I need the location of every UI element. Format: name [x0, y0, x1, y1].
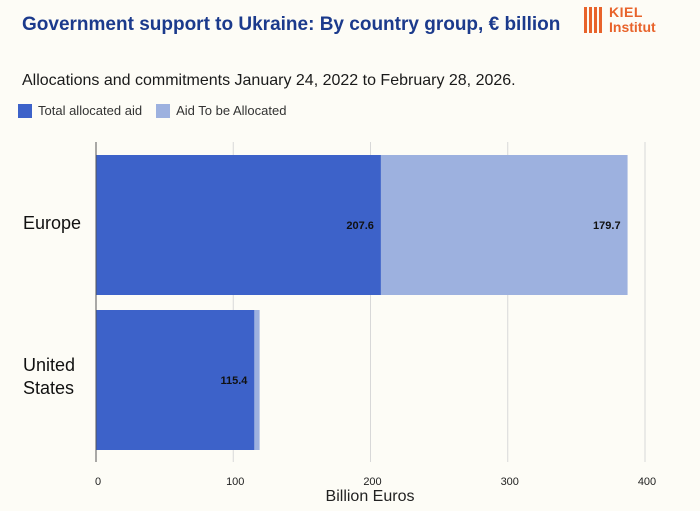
- x-tick-label: 400: [638, 476, 656, 488]
- kiel-institut-logo: KIEL Institut: [584, 4, 666, 38]
- bar-europe-to-be-allocated: [380, 155, 628, 295]
- bar-europe-allocated: [96, 155, 381, 295]
- legend-label-allocated: Total allocated aid: [38, 103, 143, 118]
- legend-item-allocated: Total allocated aid: [18, 103, 142, 118]
- legend: Total allocated aid Aid To be Allocated: [18, 103, 300, 118]
- x-axis-label: Billion Euros: [326, 488, 415, 505]
- x-tick-label: 100: [226, 476, 244, 488]
- logo-text-institut: Institut: [609, 19, 656, 35]
- category-label-united-states: United States: [23, 355, 76, 398]
- data-label-united-states-allocated: 115.4: [220, 375, 248, 387]
- x-tick-label: 0: [95, 476, 101, 488]
- category-label-europe: Europe: [23, 213, 82, 233]
- legend-label-to-be-allocated: Aid To be Allocated: [176, 103, 287, 118]
- x-tick-label: 300: [501, 476, 519, 488]
- data-label-europe-to-be-allocated: 179.7: [593, 220, 621, 232]
- x-tick-label: 200: [363, 476, 381, 488]
- bar-united-states-to-be-allocated: [254, 310, 260, 450]
- legend-item-to-be-allocated: Aid To be Allocated: [156, 103, 286, 118]
- logo-text-kiel: KIEL: [609, 4, 643, 20]
- chart-subtitle: Allocations and commitments January 24, …: [22, 72, 516, 89]
- data-label-europe-allocated: 207.6: [346, 220, 374, 232]
- chart-title: Government support to Ukraine: By countr…: [22, 14, 561, 35]
- kiel-logo-bars-icon: [584, 7, 602, 33]
- bar-united-states-allocated: [96, 310, 255, 450]
- legend-swatch-allocated: [18, 103, 32, 118]
- legend-swatch-to-be-allocated: [156, 103, 171, 118]
